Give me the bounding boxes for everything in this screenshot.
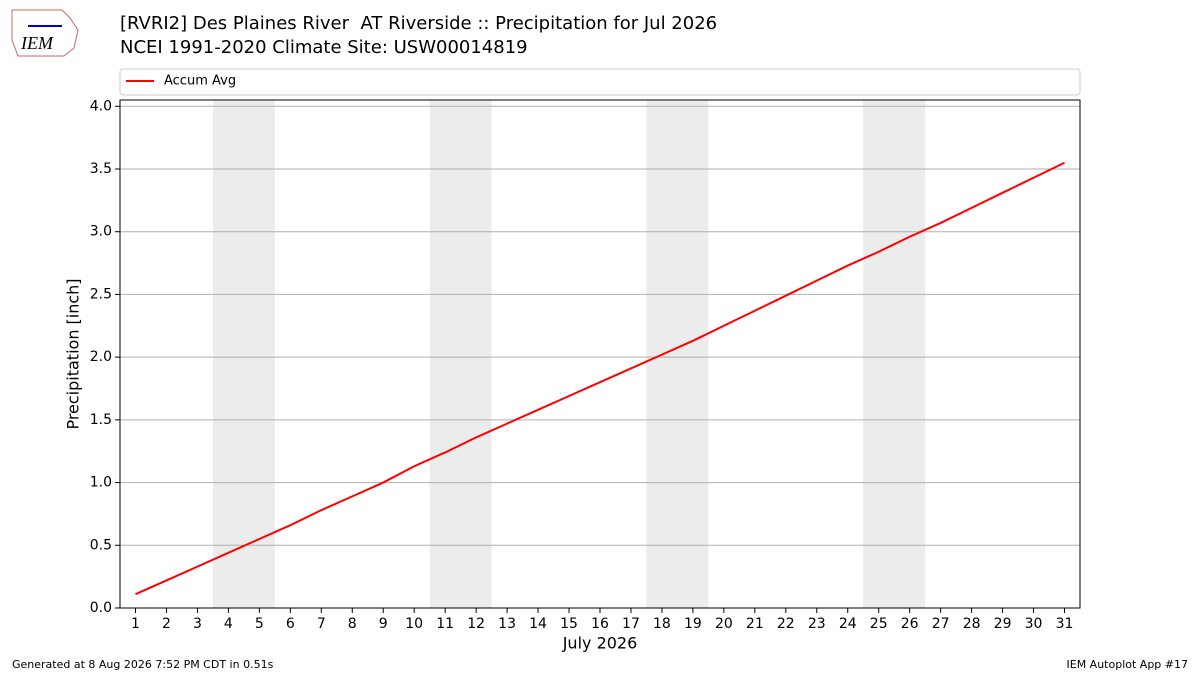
x-tick-label: 28 bbox=[963, 616, 981, 632]
x-tick-label: 10 bbox=[405, 616, 423, 632]
logo: IEM bbox=[11, 9, 79, 57]
x-tick-label: 29 bbox=[994, 616, 1012, 632]
x-tick-label: 1 bbox=[131, 616, 140, 632]
x-tick-label: 13 bbox=[498, 616, 516, 632]
weekend-span bbox=[212, 100, 275, 608]
x-tick-label: 2 bbox=[162, 616, 171, 632]
legend-label: Accum Avg bbox=[164, 74, 236, 89]
x-tick-label: 11 bbox=[436, 616, 454, 632]
footer-right: IEM Autoplot App #17 bbox=[1067, 658, 1189, 671]
x-tick-label: 20 bbox=[715, 616, 733, 632]
x-tick-label: 15 bbox=[560, 616, 578, 632]
y-tick-label: 0.5 bbox=[90, 537, 112, 553]
legend-box bbox=[119, 68, 1081, 96]
x-tick-label: 17 bbox=[622, 616, 640, 632]
y-tick-label: 1.0 bbox=[90, 475, 112, 491]
weekend-span bbox=[646, 100, 709, 608]
x-tick-label: 19 bbox=[684, 616, 702, 632]
y-tick-label: 2.0 bbox=[90, 349, 112, 365]
x-tick-label: 22 bbox=[777, 616, 795, 632]
x-tick-label: 24 bbox=[839, 616, 857, 632]
x-tick-label: 7 bbox=[317, 616, 326, 632]
y-tick-label: 0.0 bbox=[90, 600, 112, 616]
logo-text: IEM bbox=[20, 33, 54, 53]
y-tick-label: 3.5 bbox=[90, 161, 112, 177]
footer-left: Generated at 8 Aug 2026 7:52 PM CDT in 0… bbox=[12, 658, 274, 671]
x-tick-label: 8 bbox=[348, 616, 357, 632]
x-tick-label: 14 bbox=[529, 616, 547, 632]
y-axis-label: Precipitation [inch] bbox=[64, 278, 83, 429]
y-tick-label: 2.5 bbox=[90, 286, 112, 302]
x-tick-label: 31 bbox=[1056, 616, 1074, 632]
x-tick-label: 18 bbox=[653, 616, 671, 632]
chart-subtitle: NCEI 1991-2020 Climate Site: USW00014819 bbox=[120, 37, 528, 58]
weekend-span bbox=[429, 100, 492, 608]
x-tick-label: 16 bbox=[591, 616, 609, 632]
x-tick-label: 4 bbox=[224, 616, 233, 632]
y-tick-label: 4.0 bbox=[90, 98, 112, 114]
weekend-span bbox=[863, 100, 926, 608]
x-tick-label: 30 bbox=[1025, 616, 1043, 632]
x-tick-label: 9 bbox=[379, 616, 388, 632]
series-line bbox=[135, 161, 1065, 596]
y-tick-label: 1.5 bbox=[90, 412, 112, 428]
y-tick-label: 3.0 bbox=[90, 224, 112, 240]
x-tick-label: 12 bbox=[467, 616, 485, 632]
x-tick-label: 5 bbox=[255, 616, 264, 632]
x-tick-label: 23 bbox=[808, 616, 826, 632]
x-tick-label: 26 bbox=[901, 616, 919, 632]
x-axis-label: July 2026 bbox=[562, 634, 638, 653]
x-tick-label: 6 bbox=[286, 616, 295, 632]
logo-outline bbox=[11, 9, 79, 57]
x-tick-label: 25 bbox=[870, 616, 888, 632]
plot-frame bbox=[119, 99, 1081, 609]
x-tick-label: 21 bbox=[746, 616, 764, 632]
chart-title: [RVRI2] Des Plaines River AT Riverside :… bbox=[120, 13, 717, 34]
x-tick-label: 3 bbox=[193, 616, 202, 632]
x-tick-label: 27 bbox=[932, 616, 950, 632]
